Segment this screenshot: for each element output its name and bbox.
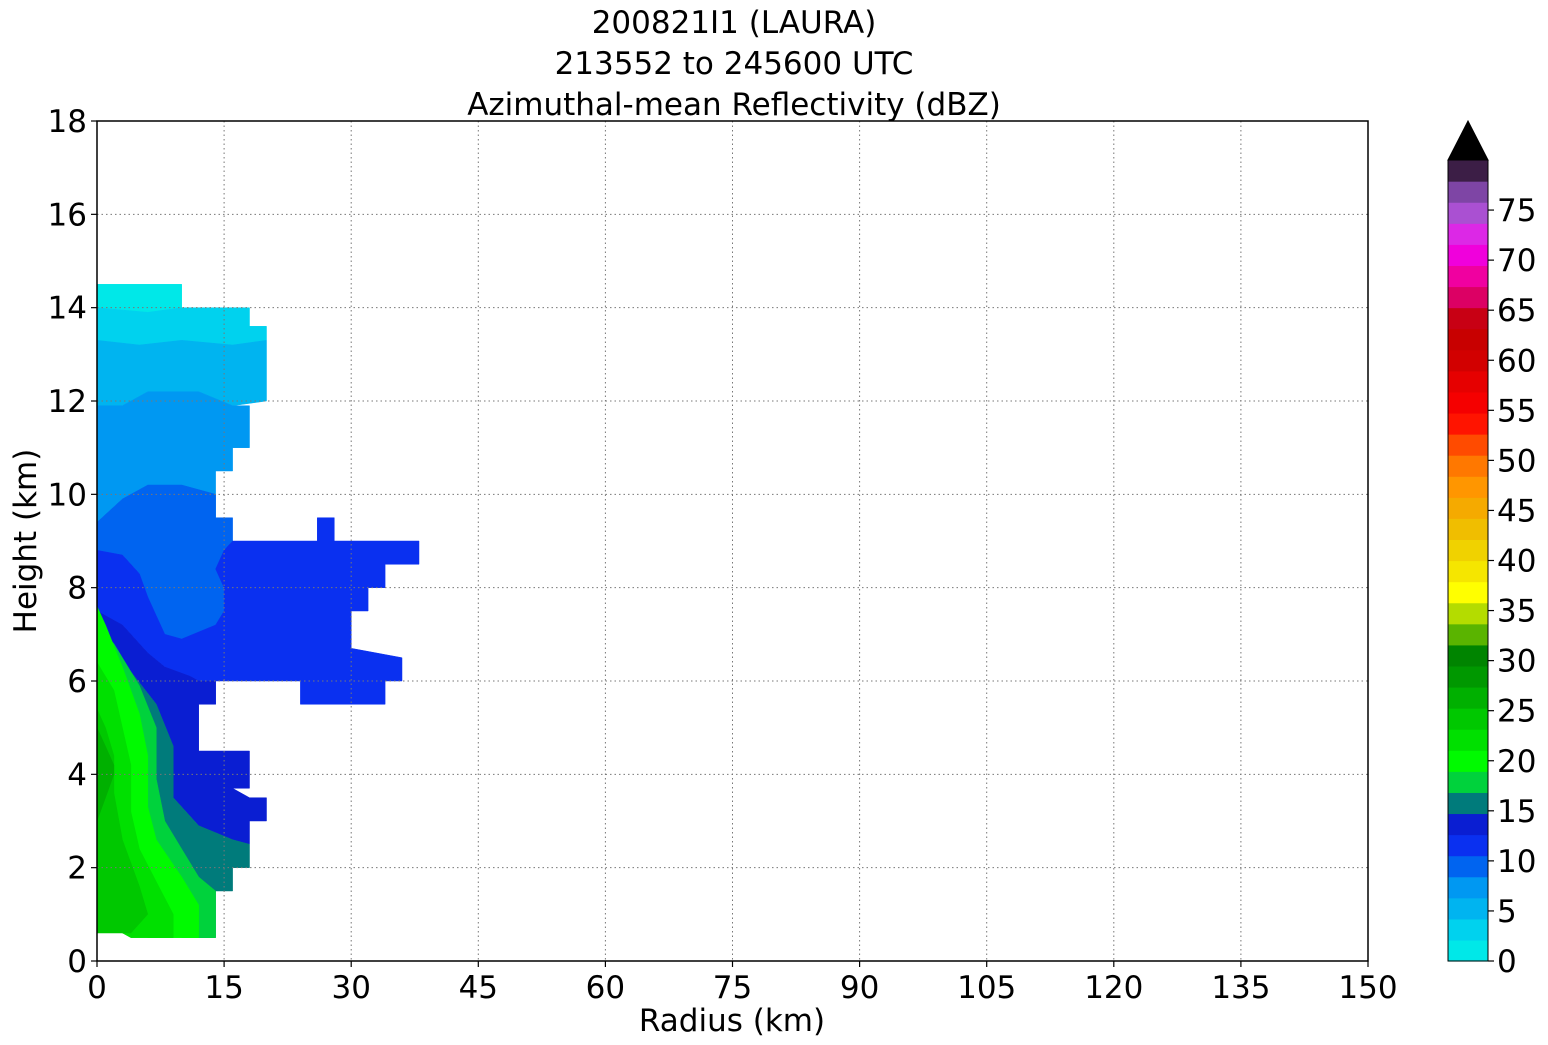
colorbar-segment-16 bbox=[1448, 602, 1488, 625]
x-tick-label-75: 75 bbox=[713, 970, 752, 1006]
colorbar-tick-label-15: 15 bbox=[1497, 794, 1536, 830]
x-tick-label-45: 45 bbox=[459, 970, 498, 1006]
colorbar-tick-label-30: 30 bbox=[1497, 644, 1536, 680]
colorbar-segment-10 bbox=[1448, 729, 1488, 751]
colorbar-segment-8 bbox=[1448, 771, 1488, 793]
colorbar-segment-6 bbox=[1448, 813, 1488, 836]
y-tick-label-10: 10 bbox=[48, 477, 87, 513]
y-tick-label-2: 2 bbox=[67, 851, 87, 887]
colorbar-segment-32 bbox=[1448, 265, 1488, 288]
colorbar-tick-label-25: 25 bbox=[1497, 694, 1536, 730]
colorbar-extend-arrow bbox=[1447, 119, 1489, 161]
y-tick-label-8: 8 bbox=[67, 571, 87, 607]
colorbar-segment-4 bbox=[1448, 855, 1488, 878]
colorbar-segment-34 bbox=[1448, 223, 1488, 245]
colorbar-segment-9 bbox=[1448, 750, 1488, 772]
colorbar-tick-label-20: 20 bbox=[1497, 744, 1536, 780]
colorbar-segment-24 bbox=[1448, 434, 1488, 456]
x-axis-label: Radius (km) bbox=[639, 1003, 825, 1039]
title-group: 200821I1 (LAURA) 213552 to 245600 UTC Az… bbox=[467, 5, 1001, 123]
y-tick-label-12: 12 bbox=[48, 384, 87, 420]
x-tick-label-30: 30 bbox=[331, 970, 370, 1006]
colorbar-segment-22 bbox=[1448, 476, 1488, 498]
x-tick-label-90: 90 bbox=[840, 970, 879, 1006]
colorbar-tick-label-45: 45 bbox=[1497, 493, 1536, 529]
y-tick-label-6: 6 bbox=[67, 664, 87, 700]
band-upper-light-blue bbox=[96, 307, 267, 346]
grid-lines bbox=[97, 121, 1368, 961]
title-line-3: Azimuthal-mean Reflectivity (dBZ) bbox=[467, 87, 1001, 123]
y-axis-ticks: 0 2 4 6 8 10 12 14 16 18 bbox=[48, 104, 97, 980]
colorbar-segment-20 bbox=[1448, 518, 1488, 541]
colorbar-segment-36 bbox=[1448, 181, 1488, 203]
title-line-1: 200821I1 (LAURA) bbox=[592, 5, 877, 41]
y-tick-label-14: 14 bbox=[48, 291, 87, 327]
colorbar-segment-11 bbox=[1448, 708, 1488, 730]
colorbar-segment-15 bbox=[1448, 623, 1488, 646]
colorbar-segment-23 bbox=[1448, 455, 1488, 477]
colorbar-segment-0 bbox=[1448, 939, 1488, 962]
colorbar-tick-label-70: 70 bbox=[1497, 243, 1536, 279]
band-cyan-top bbox=[96, 284, 182, 313]
colorbar-segment-5 bbox=[1448, 834, 1488, 857]
colorbar-segment-37 bbox=[1448, 160, 1488, 182]
plot-area: 0 15 30 45 60 75 90 105 120 135 150 0 2 4 6 8 10 12 14 16 1… bbox=[48, 104, 1398, 1006]
x-tick-label-60: 60 bbox=[586, 970, 625, 1006]
colorbar-tick-label-35: 35 bbox=[1497, 594, 1536, 630]
y-tick-label-0: 0 bbox=[67, 944, 87, 980]
colorbar-segment-13 bbox=[1448, 665, 1488, 688]
colorbar: 0 5 10 15 20 25 30 35 40 45 50 55 60 65 70 75 bbox=[1447, 119, 1536, 980]
colorbar-tick-label-75: 75 bbox=[1497, 193, 1536, 229]
colorbar-segment-3 bbox=[1448, 876, 1488, 899]
y-tick-label-18: 18 bbox=[48, 104, 87, 140]
colorbar-segment-35 bbox=[1448, 202, 1488, 224]
colorbar-segment-17 bbox=[1448, 581, 1488, 604]
y-tick-label-4: 4 bbox=[67, 757, 87, 793]
x-tick-label-105: 105 bbox=[957, 970, 1016, 1006]
colorbar-tick-label-0: 0 bbox=[1497, 944, 1517, 980]
colorbar-tick-label-5: 5 bbox=[1497, 894, 1517, 930]
y-axis-label: Height (km) bbox=[8, 449, 44, 634]
colorbar-segment-31 bbox=[1448, 286, 1488, 309]
x-tick-label-120: 120 bbox=[1084, 970, 1143, 1006]
colorbar-tick-label-10: 10 bbox=[1497, 844, 1536, 880]
colorbar-segment-19 bbox=[1448, 539, 1488, 562]
colorbar-tick-label-55: 55 bbox=[1497, 393, 1536, 429]
colorbar-segment-26 bbox=[1448, 391, 1488, 414]
x-tick-label-135: 135 bbox=[1211, 970, 1270, 1006]
x-tick-label-150: 150 bbox=[1338, 970, 1397, 1006]
x-tick-label-0: 0 bbox=[87, 970, 107, 1006]
colorbar-tick-label-50: 50 bbox=[1497, 443, 1536, 479]
y-tick-label-16: 16 bbox=[48, 197, 87, 233]
colorbar-segment-14 bbox=[1448, 644, 1488, 667]
x-tick-label-15: 15 bbox=[204, 970, 243, 1006]
colorbar-segment-12 bbox=[1448, 686, 1488, 709]
colorbar-segment-33 bbox=[1448, 244, 1488, 266]
colorbar-segment-28 bbox=[1448, 349, 1488, 372]
reflectivity-bands bbox=[96, 284, 420, 938]
x-axis-ticks: 0 15 30 45 60 75 90 105 120 135 150 bbox=[87, 961, 1398, 1006]
colorbar-segment-18 bbox=[1448, 560, 1488, 583]
colorbar-tick-label-65: 65 bbox=[1497, 293, 1536, 329]
colorbar-segment-25 bbox=[1448, 412, 1488, 435]
title-line-2: 213552 to 245600 UTC bbox=[555, 46, 914, 82]
colorbar-segment-27 bbox=[1448, 370, 1488, 393]
colorbar-tick-label-60: 60 bbox=[1497, 343, 1536, 379]
colorbar-segment-7 bbox=[1448, 792, 1488, 815]
colorbar-tick-label-40: 40 bbox=[1497, 544, 1536, 580]
colorbar-segment-1 bbox=[1448, 918, 1488, 941]
colorbar-segment-21 bbox=[1448, 497, 1488, 519]
colorbar-segment-2 bbox=[1448, 897, 1488, 920]
colorbar-segment-30 bbox=[1448, 307, 1488, 330]
colorbar-segment-29 bbox=[1448, 328, 1488, 351]
